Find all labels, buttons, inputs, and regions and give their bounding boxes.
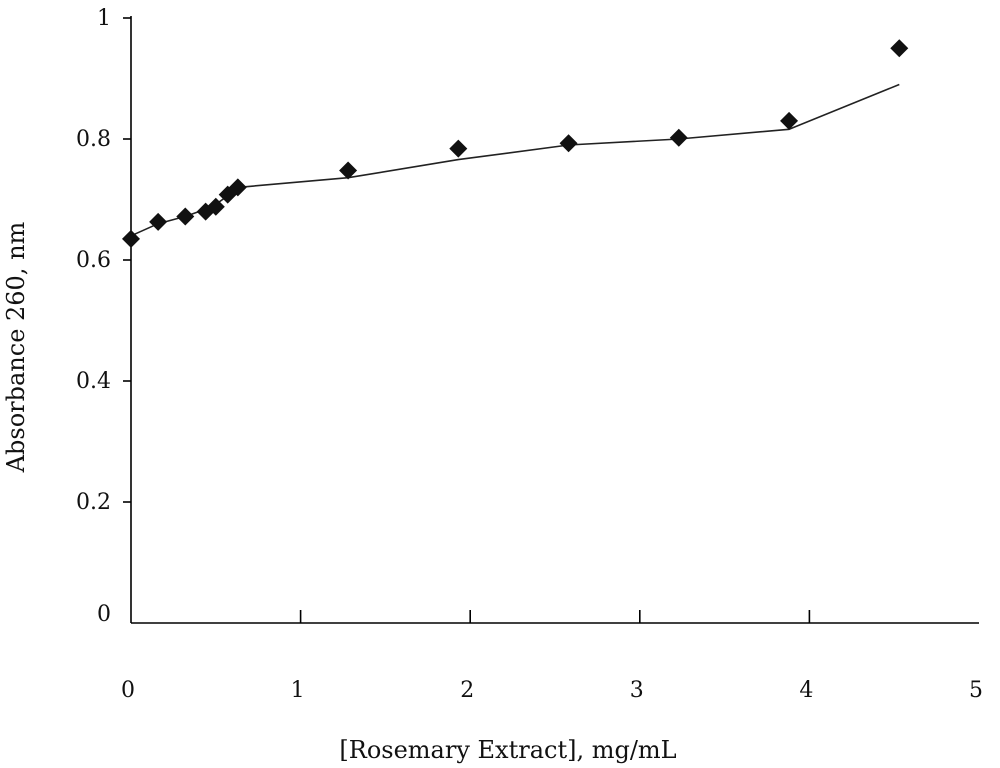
y-tick-label: 1 (97, 6, 111, 31)
data-point (339, 161, 358, 180)
x-tick-label: 5 (969, 678, 983, 703)
x-tick-label: 3 (630, 678, 644, 703)
data-point (890, 39, 909, 58)
data-point (780, 111, 799, 130)
y-tick-label: 0.2 (76, 490, 111, 515)
data-point (559, 134, 578, 153)
data-point (122, 229, 140, 248)
y-tick-label: 0.4 (76, 369, 111, 394)
x-axis: 0 1 2 3 4 5 (121, 610, 983, 703)
series-trend (130, 83, 900, 237)
trend-line (130, 83, 900, 237)
x-axis-title: [Rosemary Extract], mg/mL (339, 736, 676, 764)
series-points (122, 39, 909, 248)
y-axis-title: Absorbance 260, nm (2, 221, 30, 473)
data-point (669, 128, 688, 147)
y-tick-label: 0.8 (76, 127, 111, 152)
x-tick-label: 1 (291, 678, 305, 703)
x-tick-label: 2 (460, 678, 474, 703)
x-tick-label: 4 (799, 678, 813, 703)
data-point (149, 212, 168, 231)
data-point (176, 207, 195, 226)
y-tick-label: 0 (97, 602, 111, 627)
y-axis: 0 0.2 0.4 0.6 0.8 1 (76, 6, 132, 627)
data-point (228, 178, 247, 197)
data-point (206, 197, 225, 216)
x-tick-label: 0 (121, 678, 135, 703)
data-point (449, 139, 468, 158)
y-tick-label: 0.6 (76, 248, 111, 273)
